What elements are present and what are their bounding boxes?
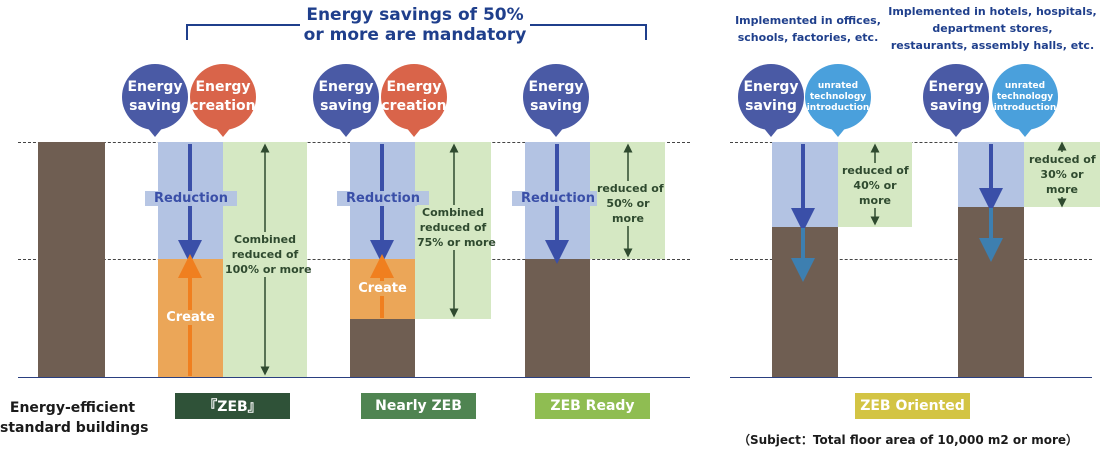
nearly-building-bar <box>350 319 415 377</box>
ground-line-right <box>730 377 1092 378</box>
zeb-label: 『ZEB』 <box>175 393 290 419</box>
zeb-create-label: Create <box>160 310 221 325</box>
ready-building-bar <box>525 259 590 377</box>
mandatory-title-line2: or more are mandatory <box>303 25 527 45</box>
zeb-reduction-label: Reduction <box>145 191 237 206</box>
oriented-hotels-reduced-label: reduced of 30% or more <box>1029 152 1096 197</box>
hotels-note-line1: Implemented in hotels, hospitals, <box>888 5 1097 18</box>
nearly-saving-pointer <box>337 126 355 137</box>
oriented-offices-saving-circle: Energy saving <box>738 64 804 130</box>
baseline-half-line-right <box>730 259 1092 260</box>
zeb-ready-label: ZEB Ready <box>535 393 650 419</box>
ready-saving-pointer <box>547 126 565 137</box>
hotels-note-line3: restaurants, assembly halls, etc. <box>890 39 1095 52</box>
zeb-creation-circle: Energy creation <box>190 64 256 130</box>
oriented-hotels-unrated-circle: unrated technology introduction <box>992 64 1058 130</box>
nearly-create-label: Create <box>352 281 413 296</box>
nearly-zeb-label: Nearly ZEB <box>361 393 476 419</box>
zeb-oriented-label: ZEB Oriented <box>855 393 970 419</box>
nearly-creation-circle: Energy creation <box>381 64 447 130</box>
zeb-combined-label: Combined reduced of 100% or more <box>225 232 312 277</box>
oriented-offices-saving-pointer <box>762 126 780 137</box>
zeb-creation-pointer <box>214 126 232 137</box>
mandatory-title: Energy savings of 50% or more are mandat… <box>300 5 530 45</box>
nearly-creation-pointer <box>405 126 423 137</box>
oriented-hotels-saving-circle: Energy saving <box>923 64 989 130</box>
oriented-offices-reduced-label: reduced of 40% or more <box>842 163 909 208</box>
oriented-hotels-unrated-pointer <box>1016 126 1034 137</box>
subject-footnote: （Subject：Total floor area of 10,000 m2 o… <box>738 433 1079 447</box>
nearly-reduction-label: Reduction <box>337 191 429 206</box>
nearly-saving-circle: Energy saving <box>313 64 379 130</box>
offices-note: Implemented in offices, schools, factori… <box>728 12 888 46</box>
zeb-saving-pointer <box>146 126 164 137</box>
oriented-hotels-saving-pointer <box>947 126 965 137</box>
standard-building-bar <box>38 142 105 377</box>
hotels-note: Implemented in hotels, hospitals, depart… <box>885 3 1100 54</box>
standard-buildings-label: Energy-efficient standard buildings <box>0 400 149 436</box>
ground-line-left <box>18 377 690 378</box>
oriented-offices-unrated-pointer <box>829 126 847 137</box>
zeb-saving-circle: Energy saving <box>122 64 188 130</box>
ready-reduction-label: Reduction <box>512 191 604 206</box>
nearly-combined-label: Combined reduced of 75% or more <box>417 205 496 250</box>
ready-saving-circle: Energy saving <box>523 64 589 130</box>
offices-note-line1: Implemented in offices, <box>735 14 881 27</box>
mandatory-title-line1: Energy savings of 50% <box>306 5 524 25</box>
oriented-offices-unrated-circle: unrated technology introduction <box>805 64 871 130</box>
ready-reduced-label: reduced of 50% or more <box>597 181 664 226</box>
hotels-note-line2: department stores, <box>932 22 1053 35</box>
offices-note-line2: schools, factories, etc. <box>737 31 879 44</box>
